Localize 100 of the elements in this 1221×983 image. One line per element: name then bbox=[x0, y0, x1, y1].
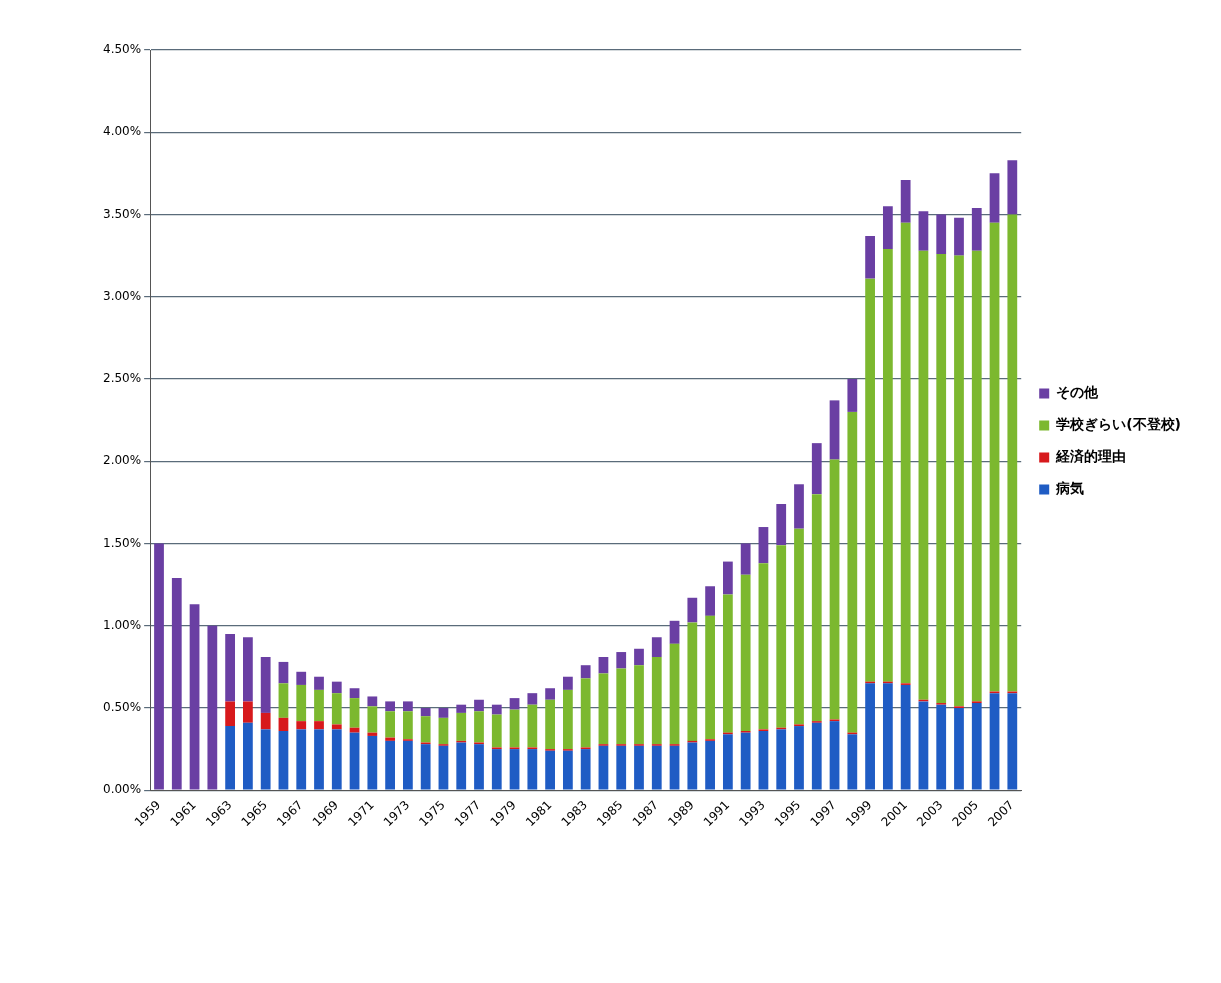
bar bbox=[705, 740, 715, 790]
bar bbox=[438, 745, 449, 790]
y-tick-label: 3.00% bbox=[103, 288, 142, 303]
bar bbox=[865, 235, 875, 279]
bar bbox=[243, 637, 253, 702]
y-tick-label: 0.50% bbox=[103, 700, 142, 715]
bar bbox=[598, 673, 609, 745]
bar bbox=[367, 732, 378, 736]
bar bbox=[491, 714, 502, 748]
bar bbox=[278, 731, 289, 790]
bar bbox=[403, 711, 413, 740]
bar bbox=[634, 745, 644, 790]
bar bbox=[989, 222, 1000, 692]
bar bbox=[545, 699, 555, 750]
bar bbox=[936, 214, 947, 254]
bar bbox=[563, 689, 573, 750]
bar bbox=[616, 652, 627, 669]
bar bbox=[900, 179, 911, 223]
bar bbox=[260, 729, 271, 790]
bar bbox=[331, 693, 342, 725]
bar bbox=[438, 717, 449, 745]
legend-label: 病気 bbox=[1055, 480, 1085, 497]
bar bbox=[918, 250, 929, 700]
bar bbox=[456, 704, 467, 713]
y-tick-label: 0.00% bbox=[103, 782, 142, 797]
bar bbox=[296, 671, 307, 685]
bar bbox=[758, 527, 769, 564]
bar bbox=[403, 701, 413, 712]
bar bbox=[331, 724, 342, 730]
bar bbox=[296, 684, 307, 722]
bar bbox=[385, 737, 395, 741]
bar bbox=[669, 620, 680, 644]
bar bbox=[527, 749, 538, 790]
bar bbox=[171, 578, 182, 790]
bar bbox=[687, 597, 698, 623]
bar bbox=[954, 217, 964, 256]
bar bbox=[634, 665, 644, 745]
legend-label: 経済的理由 bbox=[1055, 448, 1127, 465]
bar bbox=[456, 712, 467, 741]
bar bbox=[616, 745, 627, 790]
bar bbox=[954, 255, 964, 707]
bar bbox=[331, 729, 342, 790]
bar bbox=[598, 745, 609, 790]
bar bbox=[669, 643, 680, 745]
bar bbox=[669, 745, 680, 790]
bar bbox=[811, 443, 822, 495]
bar bbox=[420, 744, 431, 790]
bar bbox=[563, 750, 573, 790]
bar bbox=[900, 684, 911, 790]
bar bbox=[722, 734, 733, 790]
bar bbox=[900, 222, 911, 684]
bar bbox=[971, 207, 982, 251]
bar bbox=[1007, 214, 1018, 692]
bar bbox=[651, 637, 662, 657]
y-tick-label: 2.50% bbox=[103, 371, 142, 386]
bar bbox=[456, 742, 467, 790]
bar bbox=[651, 656, 662, 745]
bar bbox=[794, 528, 804, 725]
bar bbox=[349, 732, 360, 790]
bar bbox=[918, 701, 929, 790]
bar bbox=[811, 722, 822, 790]
bar bbox=[331, 681, 342, 694]
bar bbox=[794, 726, 804, 790]
bar bbox=[740, 574, 751, 732]
bar bbox=[278, 661, 289, 684]
bar bbox=[580, 665, 591, 679]
bar bbox=[651, 745, 662, 790]
bar bbox=[740, 732, 751, 790]
bar bbox=[971, 250, 982, 702]
bar bbox=[420, 707, 431, 717]
bar bbox=[847, 734, 858, 790]
bar bbox=[936, 704, 947, 790]
bar bbox=[474, 744, 484, 790]
bar bbox=[385, 711, 395, 738]
legend-label: 学校ぎらい(不登校) bbox=[1056, 416, 1181, 433]
bar bbox=[349, 698, 360, 728]
y-tick-label: 3.50% bbox=[103, 206, 142, 221]
bar bbox=[314, 729, 324, 790]
bar bbox=[971, 703, 982, 790]
bar bbox=[189, 604, 200, 790]
bar bbox=[278, 683, 289, 718]
bar bbox=[545, 750, 555, 790]
bar bbox=[580, 749, 591, 790]
bar bbox=[882, 683, 893, 790]
bar bbox=[207, 625, 218, 790]
bar bbox=[403, 740, 413, 790]
bar bbox=[758, 731, 769, 790]
bar bbox=[225, 701, 236, 727]
bar bbox=[296, 721, 307, 730]
bar bbox=[865, 278, 875, 682]
bar bbox=[509, 698, 520, 710]
bar bbox=[349, 727, 360, 733]
bar bbox=[705, 615, 715, 740]
bar bbox=[260, 712, 271, 730]
y-tick-label: 1.50% bbox=[103, 535, 142, 550]
bar bbox=[314, 721, 324, 730]
bar bbox=[314, 676, 324, 690]
bar bbox=[154, 543, 164, 790]
bar bbox=[687, 742, 698, 790]
bar bbox=[474, 711, 484, 743]
